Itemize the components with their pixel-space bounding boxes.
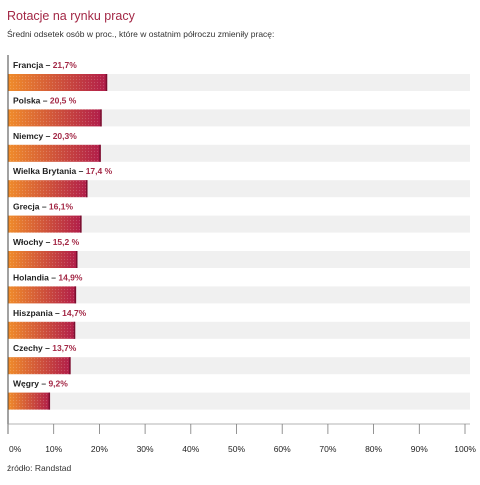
label-separator: – — [43, 60, 52, 70]
value-label: 20,5 % — [50, 95, 77, 105]
category-name: Węgry — [13, 379, 39, 389]
bar-end — [69, 357, 71, 375]
label-separator: – — [43, 343, 52, 353]
bar-track — [8, 357, 470, 375]
bar-texture — [8, 286, 77, 304]
bar-texture — [8, 251, 78, 268]
category-name: Czechy — [13, 343, 43, 353]
x-tick-label: 10% — [45, 444, 62, 454]
bar-label: Holandia – 14,9% — [13, 272, 83, 282]
bar-texture — [8, 144, 101, 162]
category-name: Grecja — [13, 202, 40, 212]
x-tick-label: 30% — [137, 444, 154, 454]
bar-track — [8, 74, 470, 91]
bar-label: Niemcy – 20,3% — [13, 131, 77, 141]
x-tick-label: 50% — [228, 444, 245, 454]
bar-end — [75, 251, 78, 268]
value-label: 20,3% — [53, 131, 78, 141]
bar-label: Polska – 20,5 % — [13, 95, 77, 105]
bar-track — [8, 109, 470, 127]
bar-end — [48, 392, 51, 410]
label-separator: – — [43, 131, 52, 141]
bar-texture — [8, 215, 82, 233]
bar-track — [8, 144, 470, 162]
bar-label: Wielka Brytania – 17,4 % — [13, 166, 113, 176]
x-tick-label: 80% — [365, 444, 382, 454]
category-name: Polska — [13, 95, 41, 105]
bar-end — [99, 144, 101, 162]
bar-track — [8, 286, 470, 304]
label-separator: – — [40, 95, 49, 105]
value-label: 13,7% — [52, 343, 77, 353]
category-name: Francja — [13, 60, 44, 70]
bar-label: Włochy – 15,2 % — [13, 237, 80, 247]
bar-texture — [8, 392, 51, 410]
category-name: Włochy — [13, 237, 43, 247]
bar-end — [100, 109, 102, 127]
x-tick-label: 100% — [454, 444, 476, 454]
category-name: Holandia — [13, 272, 49, 282]
x-tick-label: 20% — [91, 444, 108, 454]
bar-label: Węgry – 9,2% — [13, 379, 68, 389]
bar-texture — [8, 180, 88, 198]
bar-texture — [8, 321, 76, 339]
x-tick-label: 40% — [182, 444, 199, 454]
category-name: Hiszpania — [13, 308, 53, 318]
label-separator: – — [49, 272, 58, 282]
bar-texture — [8, 109, 102, 127]
value-label: 9,2% — [48, 379, 68, 389]
label-separator: – — [39, 379, 48, 389]
bar-track — [8, 180, 470, 198]
bar-track — [8, 215, 470, 233]
value-label: 14,9% — [58, 272, 83, 282]
bar-end — [74, 286, 77, 304]
value-label: 15,2 % — [53, 237, 80, 247]
bar-track — [8, 321, 470, 339]
x-tick-label: 90% — [411, 444, 428, 454]
value-label: 17,4 % — [86, 166, 113, 176]
label-separator: – — [39, 202, 48, 212]
value-label: 21,7% — [53, 60, 78, 70]
category-name: Wielka Brytania — [13, 166, 76, 176]
bar-label: Grecja – 16,1% — [13, 202, 73, 212]
chart-subtitle: Średni odsetek osób w proc., które w ost… — [7, 29, 275, 39]
bar-end — [86, 180, 88, 198]
bar-label: Francja – 21,7% — [13, 60, 77, 70]
bar-track — [8, 251, 470, 268]
value-label: 14,7% — [62, 308, 87, 318]
bar-label: Czechy – 13,7% — [13, 343, 77, 353]
bar-end — [80, 215, 82, 233]
label-separator: – — [43, 237, 52, 247]
bar-end — [73, 321, 76, 339]
chart-title: Rotacje na rynku pracy — [7, 9, 135, 23]
bar-texture — [8, 357, 71, 375]
bar-texture — [8, 74, 108, 91]
bar-end — [105, 74, 108, 91]
category-name: Niemcy — [13, 131, 44, 141]
source-note: źródło: Randstad — [7, 463, 72, 473]
value-label: 16,1% — [49, 202, 74, 212]
label-separator: – — [76, 166, 85, 176]
bar-track — [8, 392, 470, 410]
x-tick-label: 70% — [319, 444, 336, 454]
label-separator: – — [53, 308, 62, 318]
x-tick-label: 60% — [274, 444, 291, 454]
x-tick-label: 0% — [9, 444, 22, 454]
bar-label: Hiszpania – 14,7% — [13, 308, 87, 318]
